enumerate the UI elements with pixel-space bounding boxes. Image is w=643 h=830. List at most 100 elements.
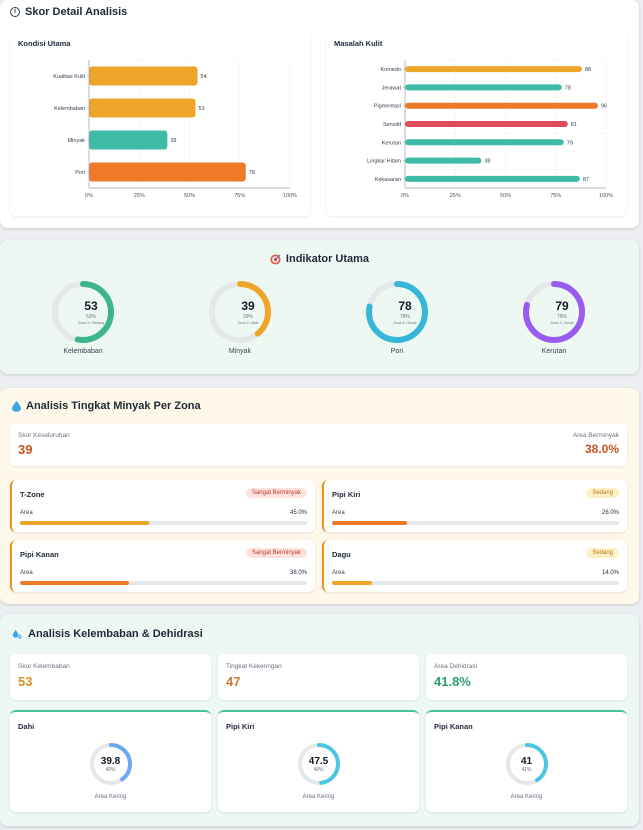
droplet-icon bbox=[12, 400, 21, 412]
oily-area-value: 38.0% bbox=[584, 442, 619, 456]
data-label: 53 bbox=[199, 106, 205, 112]
progress-fill bbox=[20, 581, 130, 585]
stat-value: 53 bbox=[18, 674, 33, 689]
x-tick-label: 0% bbox=[401, 193, 409, 199]
zone-name: Pipi Kiri bbox=[226, 722, 255, 731]
kondisi-utama-chart: 0% 25% 50% 75% 100% Kualitas Kulit 54 Kelembaba… bbox=[53, 59, 297, 199]
category-label: Kerutan bbox=[382, 140, 401, 146]
stat-value: 47 bbox=[226, 674, 241, 689]
category-label: Kelembaban bbox=[54, 106, 85, 112]
info-icon: i bbox=[10, 7, 20, 17]
dry-zone-card-pipi-kanan: Pipi Kanan 41 41% Area Kering bbox=[426, 710, 627, 812]
zone-name: Pipi Kanan bbox=[20, 550, 59, 559]
category-label: Pori bbox=[75, 170, 85, 176]
gauge-arc bbox=[366, 281, 428, 343]
gauge-zone: Zona 4 • Buruk bbox=[550, 320, 574, 325]
masalah-kulit-chart: 0% 25% 50% 75% 100% Komedo 88 Jerawat 78 Pigmenta… bbox=[367, 59, 613, 199]
zone-name: T-Zone bbox=[20, 490, 45, 499]
gauge-percent: 53% bbox=[85, 313, 96, 320]
gauge-minyak: 39 39% Zona 2 • Baik Minyak bbox=[200, 280, 280, 355]
data-label: 79 bbox=[567, 140, 573, 146]
area-label: Area bbox=[20, 510, 33, 516]
area-label: Area bbox=[332, 570, 345, 576]
bar bbox=[89, 162, 246, 182]
bar bbox=[89, 66, 198, 86]
progress-fill bbox=[332, 521, 407, 525]
area-label: Area bbox=[20, 570, 33, 576]
x-tick-label: 100% bbox=[283, 193, 297, 199]
category-label: Lingkar Hitam bbox=[367, 159, 401, 165]
bar bbox=[89, 130, 168, 150]
category-label: Kualitas Kulit bbox=[53, 74, 85, 80]
stat-card-skor-kelembaban: Skor Kelembaban 53 bbox=[10, 654, 211, 700]
minyak-section: Analisis Tingkat Minyak Per Zona Skor Ke… bbox=[0, 388, 639, 604]
indikator-title: Indikator Utama bbox=[0, 253, 639, 265]
area-value: 38.0% bbox=[289, 570, 307, 576]
ring-svg bbox=[505, 743, 548, 785]
x-tick-label: 75% bbox=[234, 193, 245, 199]
x-tick-label: 25% bbox=[450, 193, 461, 199]
gauge-percent: 78% bbox=[399, 313, 410, 320]
gauge-kelembaban: 53 53% Zona 3 • Sedang Kelembaban bbox=[43, 280, 123, 355]
gauge-label: Pori bbox=[390, 348, 404, 355]
stat-label: Area Dehidrasi bbox=[434, 663, 477, 670]
ring-svg bbox=[297, 743, 340, 785]
category-label: Jerawat bbox=[382, 85, 402, 91]
droplets-icon bbox=[12, 629, 22, 639]
data-label: 54 bbox=[201, 74, 207, 80]
status-badge: Sedang bbox=[586, 488, 619, 498]
dry-zone-card-dahi: Dahi 39.8 40% Area Kering bbox=[10, 710, 211, 812]
stat-card-area-dehidrasi: Area Dehidrasi 41.8% bbox=[426, 654, 627, 700]
bar bbox=[405, 84, 562, 91]
indikator-title-text: Indikator Utama bbox=[285, 253, 370, 265]
gauge-ring bbox=[366, 281, 428, 343]
zone-name: Pipi Kiri bbox=[332, 490, 361, 499]
overall-score-value: 39 bbox=[18, 442, 33, 457]
gauge-kerutan: 79 79% Zona 4 • Buruk Kerutan bbox=[514, 280, 594, 355]
category-label: Minyak bbox=[68, 138, 86, 144]
gauge-value: 39 bbox=[241, 298, 255, 313]
ring-value: 39.8 bbox=[100, 755, 121, 767]
minyak-summary-card: Skor Keseluruhan 39 Area Berminyak 38.0% bbox=[10, 424, 627, 466]
x-tick-label: 75% bbox=[550, 193, 561, 199]
gauge-arc bbox=[209, 281, 271, 343]
gauge-label: Kerutan bbox=[541, 348, 567, 355]
dry-ring: 39.8 40% bbox=[89, 742, 133, 786]
data-label: 96 bbox=[601, 104, 607, 110]
zone-card-dagu: Dagu Sedang Area 14.0% bbox=[322, 540, 627, 592]
gauge-value: 53 bbox=[84, 298, 98, 313]
dry-ring: 47.5 48% bbox=[297, 742, 341, 786]
progress-fill bbox=[20, 521, 150, 525]
target-icon bbox=[270, 253, 281, 265]
category-label: Komedo bbox=[381, 67, 402, 73]
progress-track bbox=[332, 521, 619, 525]
gauge-value: 79 bbox=[555, 298, 569, 313]
kelembaban-section: Analisis Kelembaban & Dehidrasi Skor Kel… bbox=[0, 614, 639, 826]
gauge-arc bbox=[52, 281, 114, 343]
x-tick-label: 50% bbox=[184, 193, 195, 199]
category-label: Kekasaran bbox=[375, 177, 401, 183]
kelembaban-title-text: Analisis Kelembaban & Dehidrasi bbox=[28, 628, 203, 640]
kondisi-chart-title: Kondisi Utama bbox=[18, 39, 71, 48]
ring-percent: 40% bbox=[105, 766, 116, 773]
ring-label: Area Kering bbox=[302, 794, 335, 800]
ring-label: Area Kering bbox=[510, 794, 543, 800]
minyak-title-text: Analisis Tingkat Minyak Per Zona bbox=[26, 400, 201, 412]
gauge-label: Kelembaban bbox=[63, 348, 103, 355]
bar bbox=[405, 139, 564, 146]
x-tick-label: 0% bbox=[85, 193, 93, 199]
data-label: 88 bbox=[585, 67, 591, 73]
area-label: Area bbox=[332, 510, 345, 516]
category-label: Sensitif bbox=[383, 122, 402, 128]
zone-card-t-zone: T-Zone Sangat Berminyak Area 45.0% bbox=[10, 480, 315, 532]
bar bbox=[89, 98, 196, 118]
gauge-zone: Zona 2 • Baik bbox=[237, 320, 259, 325]
gauge-zone: Zona 3 • Sedang bbox=[77, 320, 105, 325]
ring-label: Area Kering bbox=[94, 794, 127, 800]
detail-title: i Skor Detail Analisis bbox=[10, 6, 127, 18]
gauge-value: 78 bbox=[398, 298, 412, 313]
ring-arc bbox=[297, 743, 340, 785]
area-value: 45.0% bbox=[289, 510, 307, 516]
progress-track bbox=[332, 581, 619, 585]
ring-arc bbox=[505, 743, 548, 785]
